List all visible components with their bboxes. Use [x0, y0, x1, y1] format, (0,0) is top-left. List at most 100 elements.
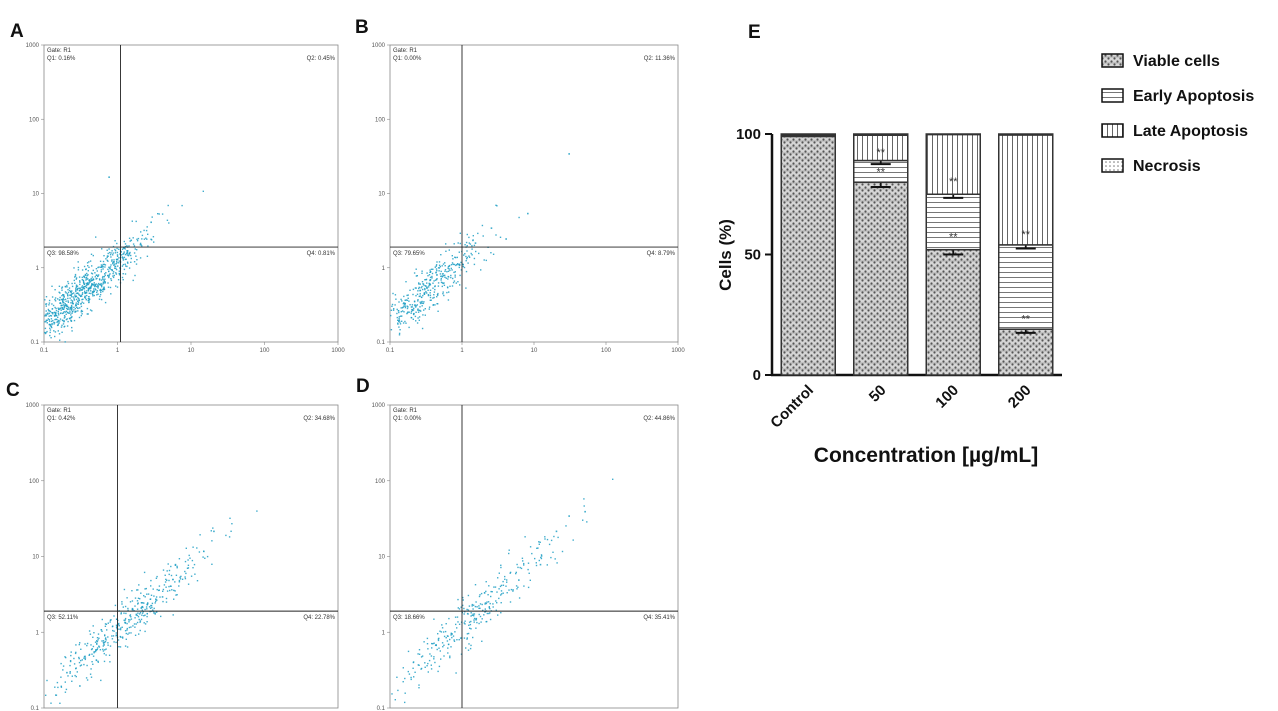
event-dot	[459, 274, 461, 277]
event-dot	[73, 279, 75, 282]
event-dot	[449, 656, 451, 659]
event-dot	[125, 265, 127, 267]
event-dot	[490, 595, 492, 598]
event-dot	[422, 283, 424, 285]
event-dot	[79, 281, 81, 283]
event-dot	[49, 327, 51, 329]
event-dot	[478, 607, 480, 609]
event-dot	[158, 213, 160, 215]
event-dot	[489, 612, 491, 614]
event-dot	[70, 294, 72, 297]
event-dot	[63, 315, 66, 317]
event-dot	[92, 645, 95, 648]
event-dot	[131, 607, 134, 610]
event-dot	[64, 341, 66, 343]
event-dot	[115, 272, 117, 274]
event-dot	[58, 322, 60, 324]
event-dot	[141, 245, 143, 247]
event-dot	[117, 265, 119, 267]
event-dot	[500, 593, 503, 595]
event-dot	[118, 274, 121, 276]
event-dot	[69, 297, 71, 299]
event-dot	[108, 266, 110, 268]
event-dot	[435, 265, 437, 267]
event-dot	[81, 313, 83, 315]
event-dot	[60, 685, 62, 687]
event-dot	[54, 318, 56, 321]
event-dot	[442, 275, 445, 277]
event-dot	[140, 607, 142, 609]
event-dot	[421, 327, 424, 330]
event-dot	[44, 321, 46, 323]
event-dot	[398, 301, 400, 303]
event-dot	[108, 275, 110, 278]
event-dot	[66, 284, 68, 287]
event-dot	[104, 301, 107, 304]
event-dot	[424, 287, 426, 290]
event-dot	[500, 602, 502, 604]
event-dot	[92, 284, 94, 286]
event-dot	[98, 645, 100, 647]
event-dot	[94, 276, 96, 278]
event-dot	[58, 308, 60, 310]
event-dot	[102, 283, 104, 285]
event-dot	[114, 240, 116, 242]
event-dot	[49, 334, 51, 337]
category-label: 100	[932, 382, 962, 412]
event-dot	[409, 289, 411, 291]
event-dot	[57, 312, 60, 314]
event-dot	[136, 240, 139, 242]
event-dot	[392, 309, 395, 311]
event-dot	[98, 278, 101, 280]
event-dot	[141, 238, 143, 240]
event-dot	[535, 564, 538, 567]
event-dot	[55, 309, 58, 312]
event-dot	[71, 292, 74, 295]
event-dot	[452, 635, 455, 637]
event-dot	[417, 308, 419, 310]
event-dot	[538, 541, 540, 543]
event-dot	[406, 299, 409, 301]
event-dot	[421, 655, 424, 657]
event-dot	[63, 321, 65, 323]
legend-swatch	[1101, 158, 1124, 173]
event-dot	[94, 288, 96, 290]
event-dot	[392, 292, 394, 295]
event-dot	[105, 258, 107, 260]
event-dot	[81, 279, 83, 281]
event-dot	[489, 618, 492, 621]
event-dot	[134, 597, 137, 599]
event-dot	[48, 310, 50, 312]
event-dot	[523, 564, 525, 566]
event-dot	[85, 284, 88, 287]
event-dot	[99, 295, 101, 298]
event-dot	[102, 268, 104, 270]
event-dot	[80, 659, 82, 662]
event-dot	[453, 280, 456, 282]
event-dot	[432, 287, 434, 289]
event-dot	[54, 297, 57, 299]
event-dot	[176, 567, 178, 569]
event-dot	[108, 274, 110, 276]
event-dot	[428, 308, 430, 310]
event-dot	[509, 601, 512, 603]
quadrant-q2-label: Q2: 34.68%	[303, 416, 335, 422]
event-dot	[446, 291, 448, 294]
event-dot	[165, 597, 168, 600]
event-dot	[430, 268, 433, 270]
event-dot	[47, 313, 49, 315]
event-dot	[84, 297, 87, 299]
event-dot	[46, 319, 48, 321]
event-dot	[90, 277, 92, 280]
event-dot	[429, 653, 431, 655]
event-dot	[105, 272, 107, 274]
event-dot	[436, 294, 439, 296]
event-dot	[54, 315, 56, 317]
event-dot	[79, 287, 82, 289]
event-dot	[552, 551, 554, 553]
event-dot	[118, 273, 121, 275]
event-dot	[406, 312, 408, 315]
event-dot	[426, 286, 428, 288]
event-dot	[432, 268, 434, 270]
event-dot	[187, 583, 190, 585]
